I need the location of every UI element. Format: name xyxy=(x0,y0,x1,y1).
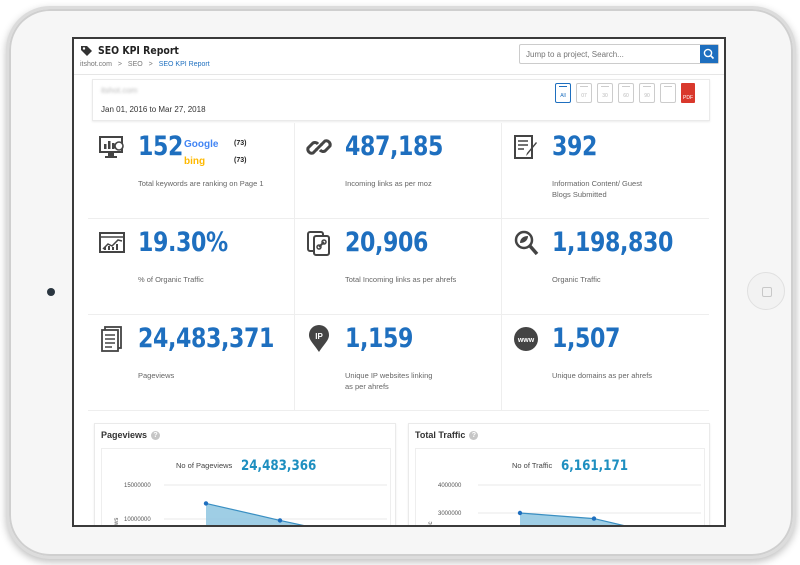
home-button[interactable] xyxy=(747,272,785,310)
kpi-keywords: 152 Google (73) bing (73) Total keywords… xyxy=(88,123,295,219)
date-filter-7[interactable]: 07 xyxy=(576,83,592,103)
date-filter-60[interactable]: 60 xyxy=(618,83,634,103)
client-bar: itshot.com Jan 01, 2016 to Mar 27, 2018 … xyxy=(92,79,710,121)
search-button[interactable] xyxy=(700,45,718,63)
panel-title: Total Traffic? xyxy=(415,430,479,440)
kpi-value: 152 xyxy=(138,131,183,162)
date-filter-all[interactable]: All xyxy=(555,83,571,103)
y-axis-label: ffic xyxy=(428,521,434,527)
tick-label: 10000000 xyxy=(124,517,151,523)
series-area xyxy=(206,503,302,525)
kpi-label: % of Organic Traffic xyxy=(138,275,204,284)
kpi-value: 19.30% xyxy=(138,227,228,258)
traffic-chart: No of Traffic 6,161,171 4000000 3000000 … xyxy=(415,448,705,527)
data-point[interactable] xyxy=(277,518,283,523)
google-count: (73) xyxy=(234,140,247,147)
report-screen: SEO KPI Report itshot.com > SEO > SEO KP… xyxy=(72,37,726,527)
breadcrumb-separator: > xyxy=(148,61,153,68)
kpi-label: Total keywords are ranking on Page 1 xyxy=(138,179,264,188)
kpi-organic-traffic: 1,198,830 Organic Traffic xyxy=(502,219,709,315)
tag-icon xyxy=(81,46,92,56)
panel-title: Pageviews? xyxy=(101,430,161,440)
breadcrumb-item-current[interactable]: SEO KPI Report xyxy=(158,61,210,68)
breadcrumb: itshot.com > SEO > SEO KPI Report xyxy=(80,61,214,68)
kpi-organic-percent: 19.30% % of Organic Traffic xyxy=(88,219,295,315)
bing-logo: bing xyxy=(184,156,206,167)
search-leaf-icon xyxy=(514,230,539,256)
breadcrumb-item-seo[interactable]: SEO xyxy=(127,61,143,68)
pdf-export-button[interactable]: PDF xyxy=(681,83,695,103)
kpi-value: 24,483,371 xyxy=(138,323,274,354)
date-filter-30[interactable]: 30 xyxy=(597,83,613,103)
traffic-panel: Total Traffic? No of Traffic 6,161,171 4… xyxy=(408,423,710,527)
google-logo: Google xyxy=(184,139,219,150)
kpi-label: Information Content/ Guest Blogs Submitt… xyxy=(552,179,643,199)
kpi-label: Organic Traffic xyxy=(552,275,601,284)
pages-stack-icon xyxy=(101,326,122,352)
link-icon xyxy=(306,139,332,155)
kpi-label: Unique domains as per ahrefs xyxy=(552,371,653,380)
kpi-value: 1,198,830 xyxy=(552,227,673,258)
kpi-value: 20,906 xyxy=(345,227,428,258)
traffic-total: No of Traffic 6,161,171 xyxy=(512,458,628,474)
kpi-value: 1,159 xyxy=(345,323,413,354)
www-globe-icon: www xyxy=(514,327,538,351)
browser-chart-icon xyxy=(99,232,125,253)
document-edit-icon xyxy=(514,135,537,159)
date-filter-90[interactable]: 90 xyxy=(639,83,655,103)
page-title: SEO KPI Report xyxy=(98,44,179,57)
pageviews-panel: Pageviews? No of Pageviews 24,483,366 15… xyxy=(94,423,396,526)
date-filter-group: All 07 30 60 90 PDF xyxy=(555,83,695,103)
pageviews-area-chart: 15000000 10000000 ws xyxy=(114,483,387,526)
svg-text:IP: IP xyxy=(315,332,323,341)
date-range: Jan 01, 2016 to Mar 27, 2018 xyxy=(101,105,206,114)
search-input[interactable] xyxy=(520,45,700,63)
series-area xyxy=(520,513,622,525)
kpi-grid: 152 Google (73) bing (73) Total keywords… xyxy=(88,123,710,413)
search-icon xyxy=(703,48,715,60)
pageviews-chart: No of Pageviews 24,483,366 15000000 1000… xyxy=(101,448,391,526)
kpi-pageviews: 24,483,371 Pageviews xyxy=(88,315,295,411)
data-point[interactable] xyxy=(203,501,209,506)
tick-label: 4000000 xyxy=(438,483,462,489)
monitor-chart-icon xyxy=(99,136,124,158)
data-point[interactable] xyxy=(591,516,597,521)
ip-pin-icon: IP xyxy=(309,325,329,352)
camera-icon xyxy=(47,288,55,296)
search-box xyxy=(519,44,719,64)
kpi-moz-links: 487,185 Incoming links as per moz xyxy=(295,123,502,219)
data-point[interactable] xyxy=(517,510,523,516)
kpi-label: Pageviews xyxy=(138,371,175,380)
pageviews-total: No of Pageviews 24,483,366 xyxy=(176,458,317,474)
kpi-value: 1,507 xyxy=(552,323,620,354)
kpi-unique-domains: www 1,507 Unique domains as per ahrefs xyxy=(502,315,709,411)
breadcrumb-separator: > xyxy=(117,61,122,68)
bing-count: (73) xyxy=(234,157,247,164)
tick-label: 15000000 xyxy=(124,483,151,489)
kpi-ahrefs-links: 20,906 Total Incoming links as per ahref… xyxy=(295,219,502,315)
kpi-label: Incoming links as per moz xyxy=(345,179,432,188)
help-icon[interactable]: ? xyxy=(469,431,479,440)
svg-text:www: www xyxy=(517,337,535,344)
kpi-label: Unique IP websites linking as per ahrefs xyxy=(345,371,433,391)
linked-pages-icon xyxy=(307,231,330,256)
help-icon[interactable]: ? xyxy=(151,431,161,440)
search-engine-counts: Google (73) bing (73) xyxy=(184,139,254,173)
y-axis-label: ws xyxy=(114,518,120,526)
traffic-area-chart: 4000000 3000000 ffic xyxy=(428,483,701,527)
kpi-value: 392 xyxy=(552,131,597,162)
home-square-icon xyxy=(762,287,772,297)
kpi-label: Total Incoming links as per ahrefs xyxy=(345,275,457,284)
calendar-icon[interactable] xyxy=(660,83,676,103)
kpi-content-submitted: 392 Information Content/ Guest Blogs Sub… xyxy=(502,123,709,219)
breadcrumb-item-site[interactable]: itshot.com xyxy=(80,61,112,68)
report-header: SEO KPI Report itshot.com > SEO > SEO KP… xyxy=(74,39,724,75)
tick-label: 3000000 xyxy=(438,511,462,517)
kpi-unique-ip: IP 1,159 Unique IP websites linking as p… xyxy=(295,315,502,411)
client-name: itshot.com xyxy=(101,86,138,95)
kpi-value: 487,185 xyxy=(345,131,443,162)
